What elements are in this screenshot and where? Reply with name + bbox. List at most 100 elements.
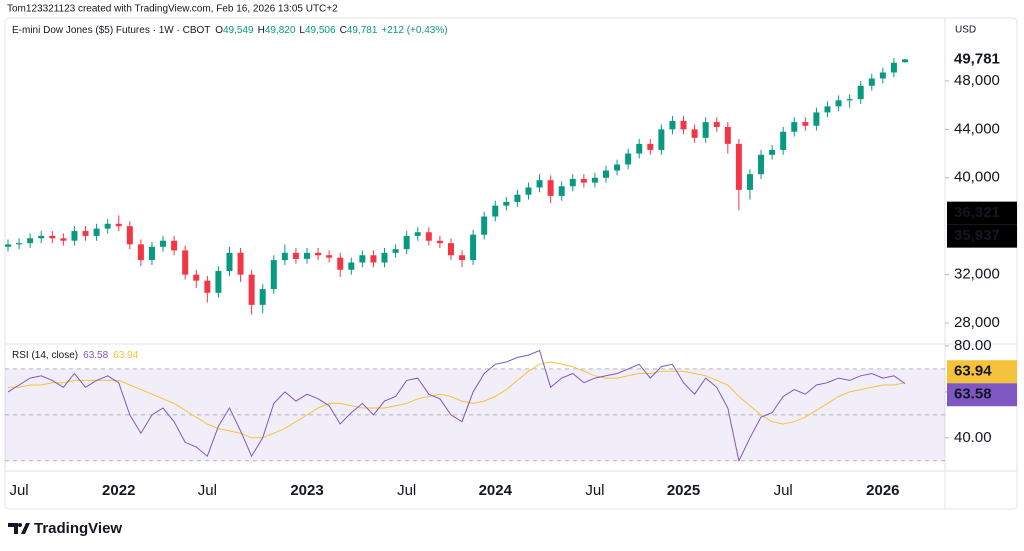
rsi-legend-value: 63.58 (83, 350, 108, 361)
candle-body (459, 255, 466, 261)
y-tick-label: 32,000 (954, 266, 1000, 283)
rsi-legend: RSI (14, close) 63.58 63.94 (12, 350, 139, 361)
candle-body (292, 252, 299, 259)
price-marker-label: 36,321 (954, 204, 1000, 221)
candle-body (215, 270, 222, 293)
y-tick-label: 40.00 (954, 429, 992, 446)
y-tick-label: 44,000 (954, 120, 1000, 137)
rsi-line (8, 361, 906, 439)
rsi-marker-label: 63.58 (954, 386, 992, 403)
brand-logo: TradingView (8, 520, 122, 537)
x-tick-label: 2024 (479, 482, 513, 499)
price-marker (947, 224, 1017, 248)
candle-body (802, 122, 809, 126)
rsi-line (7, 349, 906, 463)
candle-body (525, 187, 532, 195)
x-tick-label: 2023 (290, 482, 323, 499)
candle-body (348, 262, 355, 270)
candle-body (735, 143, 742, 190)
x-tick-label: 2025 (667, 482, 700, 499)
candle-body (669, 120, 676, 130)
candle-body (16, 243, 23, 245)
candle-body (857, 85, 864, 100)
candle-body (603, 170, 609, 178)
candle-body (93, 228, 100, 236)
candle-body (392, 249, 399, 253)
x-tick-label: Jul (9, 482, 28, 499)
y-tick-label: 48,000 (954, 72, 1000, 89)
x-tick-label: Jul (774, 482, 793, 499)
candle-body (370, 255, 377, 263)
candle-body (481, 216, 488, 235)
candle-body (71, 231, 78, 241)
candle-body (503, 201, 510, 206)
candle-body (780, 131, 787, 150)
ohlc-key: O (215, 25, 223, 36)
candle-body (846, 99, 853, 101)
ohlc-value: 49,820 (265, 25, 296, 36)
candle-body (746, 174, 753, 190)
candle-body (447, 243, 454, 256)
candle-body (614, 164, 621, 171)
candle-body (414, 232, 421, 236)
candle-body (492, 205, 499, 217)
candle-body (569, 178, 576, 187)
candle-body (636, 143, 643, 154)
ohlc-value: 49,781 (347, 25, 378, 36)
candle-body (126, 226, 133, 245)
candle-body (337, 257, 344, 270)
candle-body (137, 244, 144, 261)
chart-frame (4, 17, 1018, 510)
candle-body (824, 106, 831, 113)
candle-body (104, 223, 111, 229)
candle-body (270, 260, 277, 290)
candle-body (835, 100, 842, 107)
brand-icon (8, 523, 30, 534)
candle-body (49, 235, 56, 239)
y-tick-label: 80.00 (954, 337, 992, 354)
candle-body (425, 232, 432, 241)
x-tick-label: Jul (585, 482, 604, 499)
candle-body (680, 120, 687, 130)
brand-name: TradingView (34, 520, 122, 537)
candle-body (436, 240, 443, 244)
candle-body (204, 280, 211, 293)
candle-body (226, 252, 233, 271)
attribution: Tom123321123 created with TradingView.co… (7, 4, 338, 15)
candle-body (38, 235, 45, 239)
candle-body (470, 234, 477, 261)
ohlc-key: C (340, 25, 347, 36)
title: E-mini Dow Jones ($5) Futures · 1W · CBO… (12, 25, 210, 36)
candle-body (237, 252, 244, 275)
candle-body (5, 244, 11, 247)
candle-body (182, 250, 189, 275)
candle-body (514, 194, 521, 202)
candle-body (758, 154, 765, 175)
candle-body (580, 178, 587, 183)
candle-body (248, 274, 255, 305)
candle-body (591, 177, 598, 183)
brand-icon-dot (18, 523, 22, 527)
candle-body (359, 255, 366, 263)
candle-body (171, 240, 178, 251)
x-tick-label: 2022 (102, 482, 135, 499)
candle-body (691, 129, 698, 138)
candle-body (658, 129, 665, 150)
candle-body (791, 122, 798, 132)
candle-body (27, 238, 34, 244)
candle-body (813, 112, 820, 126)
candle-body (724, 126, 731, 144)
x-tick-label: 2026 (866, 482, 899, 499)
ohlc-key: H (258, 25, 265, 36)
rsi-title: RSI (14, close) (12, 350, 78, 361)
candle-body (148, 246, 155, 261)
x-tick-label: Jul (397, 482, 416, 499)
y-tick-label: 40,000 (954, 169, 1000, 186)
candle-body (381, 252, 388, 263)
candle-body (879, 72, 886, 79)
last-price-label: 49,781 (954, 50, 1000, 67)
ohlc-value: 49,549 (223, 25, 254, 36)
rsi-marker-label: 63.94 (954, 363, 992, 380)
candle-body (868, 78, 875, 86)
